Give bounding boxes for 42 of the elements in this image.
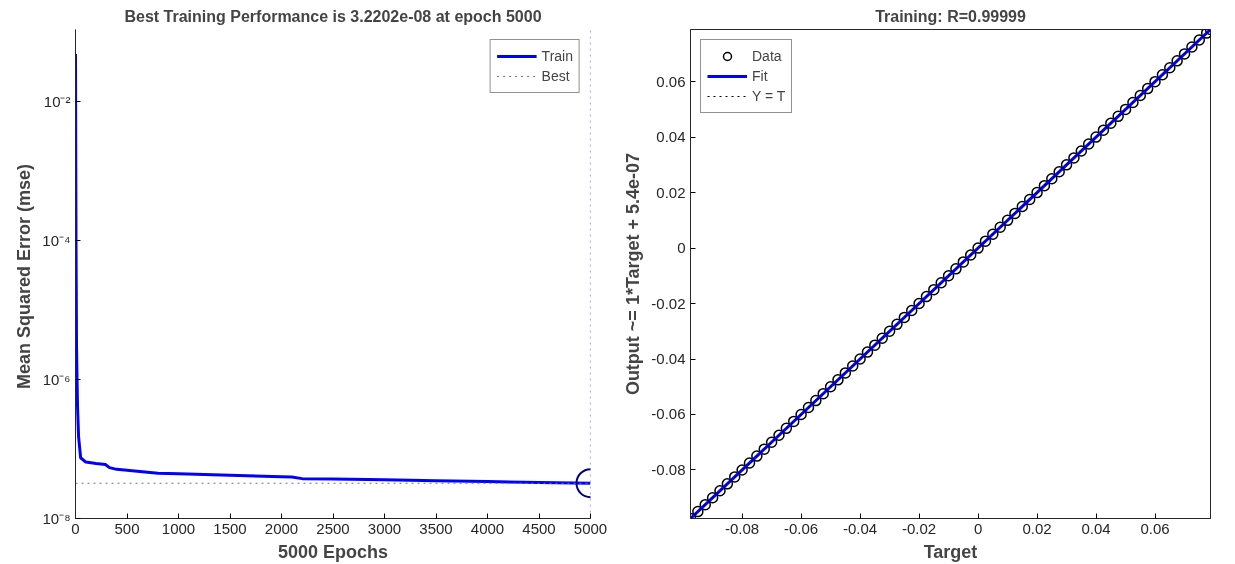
x-tick-label: 5000	[573, 519, 608, 537]
x-tick-label: -0.08	[725, 519, 760, 537]
x-tick-label: -0.04	[843, 519, 878, 537]
x-tick-label: 1500	[213, 519, 247, 537]
x-tick-label: 4000	[470, 519, 505, 537]
ref-line-label: Best	[541, 68, 570, 84]
x-tick-label: 3000	[367, 519, 402, 537]
chart-title: Best Training Performance is 3.2202e-08 at epoch 5000	[124, 7, 542, 25]
y-tick-label: 0	[677, 239, 686, 257]
y-tick-label: 10⁻⁴	[42, 232, 71, 250]
x-tick-label: -0.02	[901, 519, 937, 537]
y-tick-label: -0.06	[651, 405, 686, 423]
legend-label: Fit	[752, 68, 769, 84]
y-axis-title: Mean Squared Error (mse)	[14, 163, 35, 390]
y-tick-label: 0.06	[656, 72, 686, 90]
x-tick-label: 3500	[419, 519, 453, 537]
x-tick-label: -0.06	[784, 519, 819, 537]
y-axis-title: Output ~= 1*Target + 5.4e-07	[623, 152, 644, 396]
x-tick-label: 4500	[522, 519, 556, 537]
chart-title: Training: R=0.99999	[875, 7, 1026, 25]
x-tick-label: 2000	[264, 519, 299, 537]
y-tick-label: -0.04	[651, 350, 686, 368]
y-tick-label: 10⁻⁶	[42, 371, 71, 389]
x-tick-label: 2500	[316, 519, 350, 537]
y-tick-label: -0.08	[651, 460, 686, 478]
x-tick-label: 0.04	[1081, 519, 1111, 537]
y-tick-label: 10⁻⁸	[42, 510, 71, 527]
legend-label: Train	[541, 48, 573, 64]
legend-label: Y = T	[752, 88, 786, 104]
y-tick-label: -0.02	[651, 294, 686, 312]
x-tick-label: 0.06	[1140, 519, 1170, 537]
x-tick-label: 1000	[161, 519, 196, 537]
x-axis-title: Target	[923, 541, 978, 562]
line-series	[75, 52, 591, 485]
x-tick-label: 0.02	[1022, 519, 1052, 537]
legend-label: Data	[752, 48, 782, 64]
y-tick-label: 0.02	[656, 183, 686, 201]
x-axis-title: 5000 Epochs	[277, 541, 389, 562]
y-tick-label: 10⁻²	[43, 93, 71, 111]
y-tick-label: 0.04	[656, 128, 686, 146]
x-tick-label: 500	[114, 519, 140, 537]
x-tick-label: 0	[973, 519, 983, 537]
